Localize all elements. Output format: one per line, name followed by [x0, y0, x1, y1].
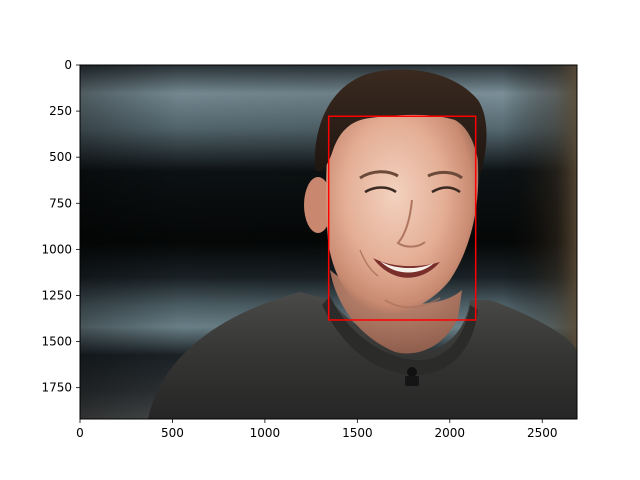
- axes-frame: [79, 64, 578, 420]
- mouth-shape: [373, 258, 440, 278]
- lapel-mic-clip-shape: [405, 376, 419, 386]
- eyebrow-shape: [359, 170, 399, 180]
- photo-image: [80, 65, 577, 419]
- x-axis: 0 500 1000 1500 2000 2500: [76, 419, 558, 440]
- cheek-line-shape: [359, 249, 379, 277]
- x-tick-label: 2500: [527, 426, 558, 440]
- y-tick-label: 500: [49, 150, 72, 164]
- y-tick-label: 1250: [41, 288, 72, 302]
- collar-shape: [322, 296, 478, 376]
- y-tick-label: 1750: [41, 381, 72, 395]
- eyebrow-shape: [427, 170, 463, 180]
- y-tick-label: 0: [64, 58, 72, 72]
- eye-shape: [431, 186, 461, 194]
- x-tick-label: 500: [161, 426, 184, 440]
- lapel-mic-shape: [407, 367, 417, 377]
- teeth-shape: [380, 261, 434, 273]
- y-tick-label: 1000: [41, 242, 72, 256]
- eye-shape: [364, 186, 397, 194]
- nose-shape: [396, 199, 426, 248]
- face-detection-box: [327, 115, 477, 321]
- hair-shape: [314, 69, 487, 175]
- x-tick-label: 1000: [250, 426, 281, 440]
- ear-shape: [304, 177, 332, 233]
- chin-shadow-shape: [384, 297, 441, 309]
- x-tick-label: 2000: [435, 426, 466, 440]
- y-axis: 0 250 500 750 1000 1250 1500 1750: [41, 58, 80, 395]
- x-tick-label: 1500: [342, 426, 373, 440]
- x-tick-label: 0: [76, 426, 84, 440]
- y-tick-label: 1500: [41, 335, 72, 349]
- y-tick-label: 750: [49, 196, 72, 210]
- y-tick-label: 250: [49, 104, 72, 118]
